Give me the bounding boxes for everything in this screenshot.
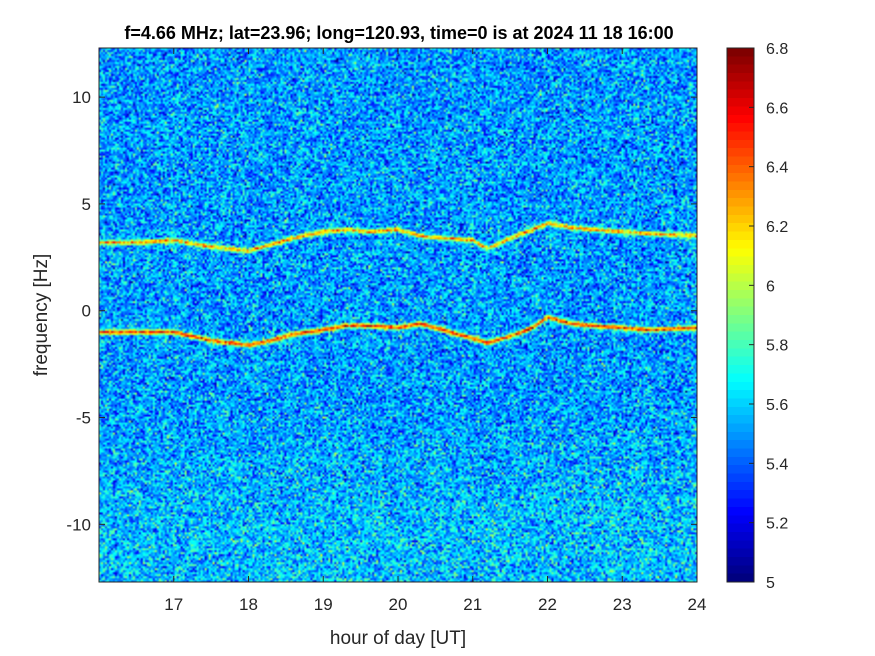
- x-axis: 17 18 19 20 21 22 23 24: [164, 48, 706, 614]
- x-tick-label: 21: [463, 595, 482, 614]
- x-tick-label: 22: [538, 595, 557, 614]
- colorbar-tick-label: 6.4: [766, 160, 788, 177]
- y-tick-label: 10: [72, 88, 91, 107]
- x-axis-label: hour of day [UT]: [330, 628, 466, 649]
- colorbar-tick-label: 6.8: [766, 41, 788, 58]
- colorbar-frame: [726, 47, 755, 583]
- x-tick-label: 23: [613, 595, 632, 614]
- y-tick-label: -5: [76, 409, 91, 428]
- y-tick-label: 5: [82, 195, 91, 214]
- x-tick-label: 17: [164, 595, 183, 614]
- colorbar-gradient: [727, 48, 754, 582]
- colorbar-tick-label: 5.8: [766, 338, 788, 355]
- colorbar-tick-label: 5.4: [766, 456, 788, 473]
- colorbar-tick-label: 6: [766, 278, 775, 295]
- chart-title: f=4.66 MHz; lat=23.96; long=120.93, time…: [124, 23, 673, 43]
- spectrogram-heatmap: [99, 48, 697, 582]
- colorbar-tick-label: 5.6: [766, 397, 788, 414]
- y-axis: -10 -5 0 5 10: [66, 88, 697, 534]
- colorbar-tick-label: 6.2: [766, 219, 788, 236]
- x-tick-label: 19: [314, 595, 333, 614]
- colorbar: 5 5.2 5.4 5.6 5.8 6 6.2 6.4 6.6 6.8: [726, 41, 788, 592]
- colorbar-tick-label: 5.2: [766, 516, 788, 533]
- y-tick-label: 0: [82, 302, 91, 321]
- plot-area: [98, 47, 698, 583]
- y-tick-label: -10: [66, 515, 91, 534]
- y-axis-label: frequency [Hz]: [31, 254, 52, 377]
- colorbar-tick-label: 5: [766, 575, 775, 592]
- x-tick-label: 18: [239, 595, 258, 614]
- x-tick-label: 20: [389, 595, 408, 614]
- colorbar-ticks: 5 5.2 5.4 5.6 5.8 6 6.2 6.4 6.6 6.8: [749, 41, 788, 592]
- colorbar-tick-label: 6.6: [766, 100, 788, 117]
- x-tick-label: 24: [688, 595, 707, 614]
